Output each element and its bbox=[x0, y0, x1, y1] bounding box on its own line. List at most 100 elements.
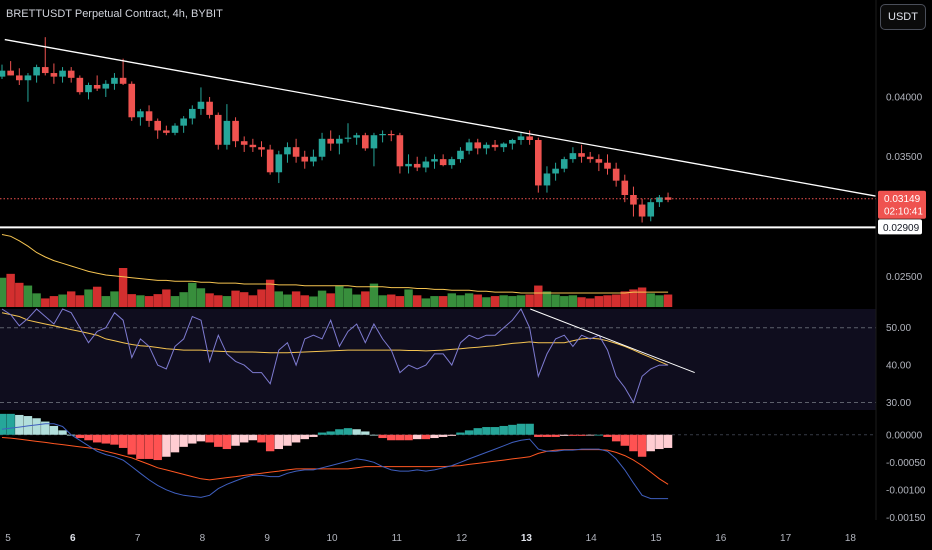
volume-bar bbox=[67, 291, 76, 307]
volume-bar bbox=[222, 296, 232, 307]
volume-panel bbox=[0, 234, 673, 307]
volume-bar bbox=[205, 293, 214, 307]
volume-bar bbox=[196, 288, 206, 307]
candle-body bbox=[284, 147, 291, 155]
last-price-label: 0.03149 bbox=[884, 194, 921, 205]
candle-body bbox=[336, 138, 343, 144]
support-label: 0.02909 bbox=[883, 223, 920, 234]
volume-bar bbox=[430, 296, 439, 307]
time-axis-tick: 8 bbox=[200, 533, 206, 544]
time-axis-tick: 7 bbox=[135, 533, 141, 544]
macd-histogram-bar bbox=[456, 432, 465, 435]
macd-histogram-bar bbox=[577, 434, 586, 436]
volume-bar bbox=[58, 294, 67, 307]
macd-histogram-bar bbox=[84, 434, 93, 441]
volume-bar bbox=[75, 295, 85, 307]
macd-line bbox=[1, 423, 669, 500]
volume-bar bbox=[560, 296, 569, 307]
volume-bar bbox=[136, 295, 145, 307]
macd-histogram-bar bbox=[144, 434, 154, 459]
macd-histogram-bar bbox=[482, 427, 491, 435]
volume-bar bbox=[620, 291, 629, 307]
candle-body bbox=[171, 125, 179, 133]
candle-body bbox=[612, 168, 620, 181]
candle-body bbox=[344, 137, 352, 139]
macd-histogram-bar bbox=[438, 434, 448, 437]
macd-histogram-bar bbox=[413, 434, 422, 440]
symbol-title: BRETTUSDT Perpetual Contract, 4h, BYBIT bbox=[6, 8, 223, 20]
rsi-band-background bbox=[0, 309, 876, 410]
macd-histogram-bar bbox=[257, 434, 266, 443]
candle-body bbox=[595, 159, 603, 163]
macd-histogram-bar bbox=[58, 430, 67, 435]
candle-body bbox=[197, 101, 205, 109]
macd-histogram-bar bbox=[542, 434, 552, 437]
volume-bar bbox=[577, 297, 586, 307]
time-axis-tick: 18 bbox=[845, 533, 857, 544]
candle-body bbox=[586, 156, 594, 160]
candle-body bbox=[604, 162, 611, 169]
volume-bar bbox=[516, 295, 526, 307]
volume-bar bbox=[490, 296, 500, 307]
time-axis-tick: 14 bbox=[586, 533, 598, 544]
macd-histogram-bar bbox=[15, 414, 24, 435]
volume-bar bbox=[629, 289, 638, 307]
volume-bar bbox=[15, 282, 24, 307]
candle-body bbox=[310, 156, 317, 162]
candle-body bbox=[405, 163, 412, 167]
candle-body bbox=[249, 144, 257, 148]
macd-histogram-bar bbox=[6, 413, 15, 435]
descending-trendline bbox=[4, 38, 877, 197]
macd-histogram-bar bbox=[369, 434, 379, 436]
macd-histogram-bar bbox=[508, 424, 517, 435]
candle-body bbox=[535, 140, 542, 186]
macd-histogram-bar bbox=[153, 434, 162, 461]
volume-bar bbox=[508, 296, 517, 307]
candle-body bbox=[59, 70, 66, 77]
candle-body bbox=[517, 136, 525, 140]
volume-bar bbox=[603, 295, 612, 307]
candle-body bbox=[33, 67, 40, 76]
candle-body bbox=[500, 143, 507, 148]
candle-body bbox=[93, 85, 101, 89]
macd-histogram-bar bbox=[534, 434, 543, 437]
macd-histogram-bar bbox=[101, 434, 110, 444]
candle-body bbox=[102, 83, 110, 89]
macd-histogram-bar bbox=[387, 434, 396, 441]
candle-body bbox=[465, 142, 473, 151]
macd-histogram-bar bbox=[49, 425, 59, 435]
macd-histogram-bar bbox=[92, 434, 102, 443]
candle-body bbox=[85, 85, 92, 93]
macd-histogram-bar bbox=[231, 434, 240, 446]
volume-bar bbox=[6, 273, 15, 307]
candle-body bbox=[232, 120, 239, 142]
candle-body bbox=[396, 135, 404, 167]
volume-bar bbox=[421, 298, 431, 307]
volume-bar bbox=[257, 289, 266, 307]
macd-histogram-bar bbox=[248, 434, 258, 441]
macd-histogram-bar bbox=[170, 434, 180, 453]
volume-bar bbox=[49, 296, 59, 307]
macd-histogram-bar bbox=[118, 434, 128, 448]
rsi-axis-tick: 50.00 bbox=[886, 323, 911, 334]
volume-bar bbox=[611, 294, 621, 307]
volume-bar bbox=[179, 292, 188, 307]
macd-histogram-bar bbox=[222, 434, 232, 450]
candle-body bbox=[223, 120, 231, 145]
time-axis-tick: 6 bbox=[70, 533, 76, 544]
support-label-bg bbox=[878, 219, 922, 235]
volume-bar bbox=[387, 294, 396, 307]
volume-bar bbox=[248, 295, 258, 307]
volume-bar bbox=[335, 285, 344, 307]
macd-histogram-bar bbox=[611, 434, 621, 442]
currency-button[interactable]: USDT bbox=[880, 4, 926, 30]
macd-histogram-bar bbox=[499, 425, 508, 435]
volume-bar bbox=[274, 291, 283, 307]
candle-body bbox=[560, 159, 568, 169]
candle-body bbox=[552, 168, 559, 174]
candle-body bbox=[240, 141, 248, 145]
candle-body bbox=[0, 70, 6, 77]
candle-body bbox=[543, 173, 551, 186]
